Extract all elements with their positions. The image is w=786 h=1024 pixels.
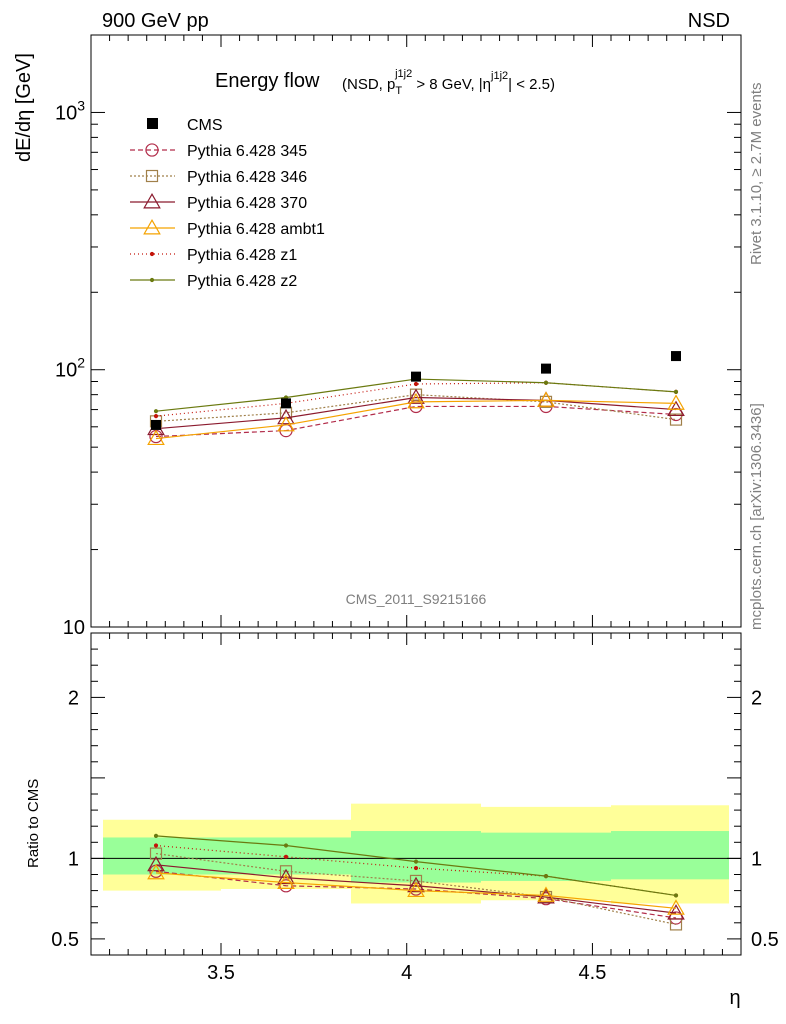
series-point (277, 415, 295, 432)
legend-label: Pythia 6.428 z1 (187, 247, 297, 264)
series-point (413, 381, 419, 387)
chart-subtitle: (NSD, pTj1j2 > 8 GeV, |ηj1j2| < 2.5) (342, 68, 555, 97)
series-point (277, 873, 295, 889)
series-point (409, 874, 423, 888)
series-point (149, 847, 163, 860)
ratio-axes: 0.5 0.5 1 1 2 2 3.5 4 4.5 (51, 632, 779, 984)
main-series (147, 351, 685, 446)
y-tick-label: 103 (55, 97, 85, 124)
data-point (541, 363, 551, 374)
data-point (411, 371, 421, 382)
ratio-y-axis-label: Ratio to CMS (25, 779, 42, 868)
data-point (281, 398, 291, 409)
x-tick-label: 4.5 (579, 962, 607, 984)
ratio-frame (90, 632, 742, 956)
legend-label: Pythia 6.428 ambt1 (187, 221, 325, 238)
series-point (667, 904, 685, 920)
data-point (151, 419, 161, 430)
series-line (155, 396, 677, 430)
x-axis-label: η (729, 987, 740, 1009)
series-point (283, 854, 289, 859)
series-point (673, 893, 679, 898)
series-point (153, 843, 159, 848)
y-tick-label: 102 (55, 355, 85, 382)
ratio-y-tick-label-right: 2 (751, 687, 762, 709)
ratio-y-tick-label: 2 (68, 687, 79, 709)
ratio-y-tick-label-right: 0.5 (751, 929, 779, 951)
legend-marker-cms (147, 118, 158, 129)
series-line (155, 864, 677, 914)
mcplots-label: mcplots.cern.ch [arXiv:1306.3436] (748, 403, 765, 630)
x-tick-label: 4 (401, 962, 412, 984)
series-point (407, 881, 425, 898)
series-point (279, 865, 293, 878)
ratio-y-tick-label-right: 1 (751, 848, 762, 870)
legend-marker (145, 143, 159, 157)
series-point (407, 876, 425, 893)
legend-label: Pythia 6.428 345 (187, 143, 307, 160)
series-point (147, 863, 165, 880)
series-point (153, 409, 159, 414)
legend-label: Pythia 6.428 z2 (187, 273, 297, 290)
chart-title: Energy flow (215, 70, 320, 92)
series-point (147, 855, 165, 872)
ratio-bands (91, 803, 741, 904)
rivet-label: Rivet 3.1.10, ≥ 2.7M events (748, 83, 765, 266)
ratio-y-tick-label: 0.5 (51, 929, 79, 951)
series-point (283, 843, 289, 848)
legend-marker (143, 218, 161, 235)
uncertainty-band-green (611, 831, 729, 880)
series-point (277, 868, 295, 885)
series-line (155, 872, 677, 909)
series-point (413, 859, 419, 864)
data-point (671, 351, 681, 362)
y-tick-label: 10 (63, 617, 85, 639)
series-line (155, 399, 677, 440)
series-point (543, 380, 549, 385)
series-line (155, 382, 677, 417)
series-point (543, 874, 549, 879)
uncertainty-band-green (481, 832, 611, 881)
main-axes: 10 102 103 (55, 34, 742, 639)
series-point (407, 388, 425, 404)
series-point (153, 414, 159, 419)
series-point (537, 391, 555, 407)
legend-marker (143, 192, 161, 209)
series-point (537, 886, 555, 902)
series-point (407, 392, 425, 409)
series-point (277, 408, 295, 425)
series-point (147, 429, 165, 446)
x-tick-label: 3.5 (207, 962, 235, 984)
legend-marker (149, 277, 155, 283)
analysis-watermark: CMS_2011_S9215166 (346, 591, 487, 607)
series-point (667, 899, 685, 915)
series-point (667, 394, 685, 410)
ratio-series (147, 833, 685, 931)
header-left: 900 GeV pp (102, 10, 209, 32)
series-point (669, 413, 683, 426)
series-line (155, 870, 677, 919)
legend-label: CMS (187, 117, 223, 134)
main-frame (90, 34, 742, 628)
ratio-y-tick-label: 1 (68, 848, 79, 870)
legend-marker (145, 169, 159, 183)
series-line (155, 405, 677, 438)
series-point (667, 400, 685, 417)
series-line (155, 852, 677, 925)
legend: CMS Pythia 6.428 345 Pythia 6.428 346 Pythi… (130, 117, 325, 290)
legend-marker (149, 251, 155, 257)
series-point (673, 389, 679, 394)
uncertainty-band-green (351, 831, 481, 883)
y-axis-label: dE/dη [GeV] (13, 53, 35, 162)
series-point (413, 865, 419, 871)
legend-label: Pythia 6.428 346 (187, 169, 307, 186)
series-point (153, 833, 159, 838)
header-right: NSD (688, 10, 730, 32)
legend-label: Pythia 6.428 370 (187, 195, 307, 212)
